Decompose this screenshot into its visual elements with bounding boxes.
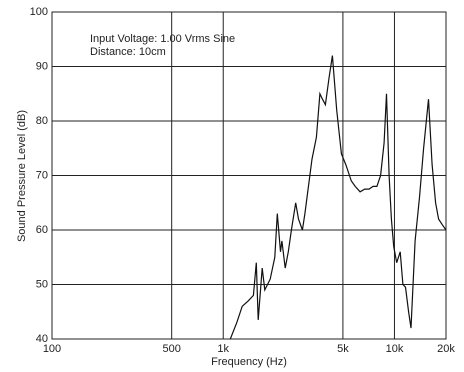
x-tick-label: 1k bbox=[217, 343, 229, 355]
y-tick-label: 40 bbox=[36, 333, 48, 345]
y-tick-label: 80 bbox=[36, 115, 48, 127]
x-tick-label: 500 bbox=[163, 343, 181, 355]
annotation: Input Voltage: 1.00 Vrms Sine bbox=[90, 33, 235, 45]
y-tick-label: 60 bbox=[36, 224, 48, 236]
y-tick-label: 70 bbox=[36, 169, 48, 181]
y-tick-label: 100 bbox=[30, 6, 48, 18]
x-tick-label: 5k bbox=[337, 343, 349, 355]
y-tick-label: 90 bbox=[36, 60, 48, 72]
x-tick-label: 10k bbox=[386, 343, 404, 355]
x-tick-label: 20k bbox=[437, 343, 455, 355]
x-axis-label: Frequency (Hz) bbox=[211, 356, 287, 368]
annotation: Distance: 10cm bbox=[90, 46, 166, 58]
response-line bbox=[229, 55, 447, 340]
y-axis-label: Sound Pressure Level (dB) bbox=[16, 110, 28, 242]
y-tick-label: 50 bbox=[36, 278, 48, 290]
x-tick-label: 100 bbox=[43, 343, 61, 355]
